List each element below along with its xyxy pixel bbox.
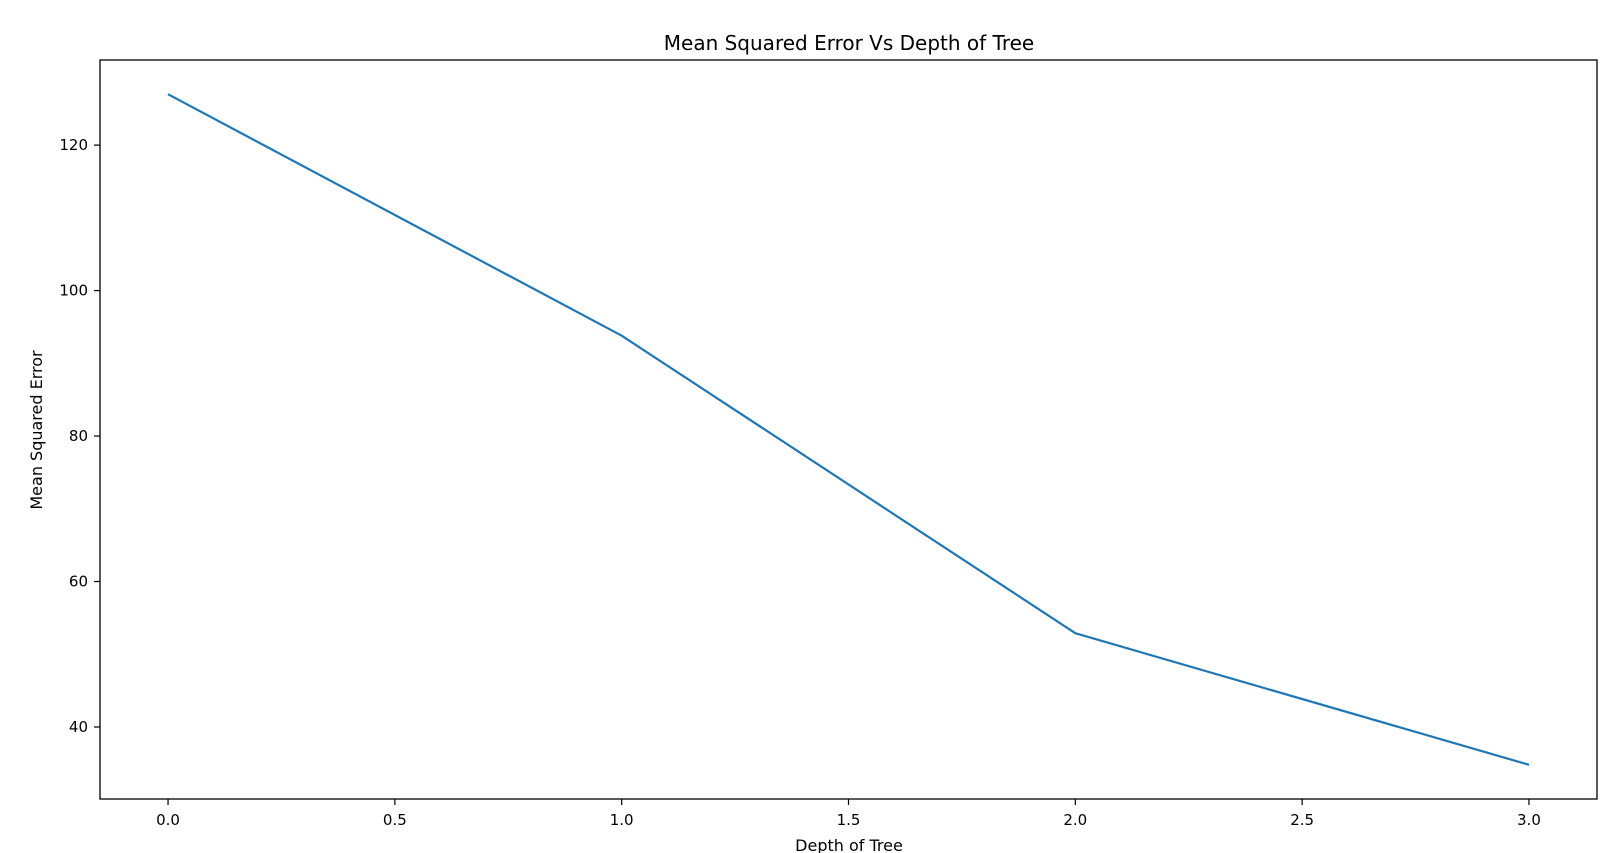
y-axis-label: Mean Squared Error bbox=[27, 350, 46, 510]
x-tick-label: 1.0 bbox=[610, 811, 634, 829]
chart-title: Mean Squared Error Vs Depth of Tree bbox=[664, 31, 1034, 55]
x-tick-label: 1.5 bbox=[837, 811, 861, 829]
y-tick-label: 60 bbox=[69, 573, 88, 591]
x-tick-label: 0.0 bbox=[156, 811, 180, 829]
y-tick-label: 40 bbox=[69, 718, 88, 736]
y-axis-ticks: 40 60 80 100 120 bbox=[59, 136, 100, 736]
y-tick-label: 100 bbox=[59, 282, 88, 300]
x-tick-label: 0.5 bbox=[383, 811, 407, 829]
x-tick-label: 2.0 bbox=[1063, 811, 1087, 829]
x-axis-ticks: 0.0 0.5 1.0 1.5 2.0 2.5 3.0 bbox=[156, 799, 1541, 829]
y-tick-label: 120 bbox=[59, 136, 88, 154]
x-tick-label: 2.5 bbox=[1290, 811, 1314, 829]
x-axis-label: Depth of Tree bbox=[795, 836, 903, 853]
series-layer bbox=[167, 93, 1530, 766]
series-line bbox=[167, 93, 1530, 766]
y-tick-label: 80 bbox=[69, 427, 88, 445]
x-tick-label: 3.0 bbox=[1517, 811, 1541, 829]
